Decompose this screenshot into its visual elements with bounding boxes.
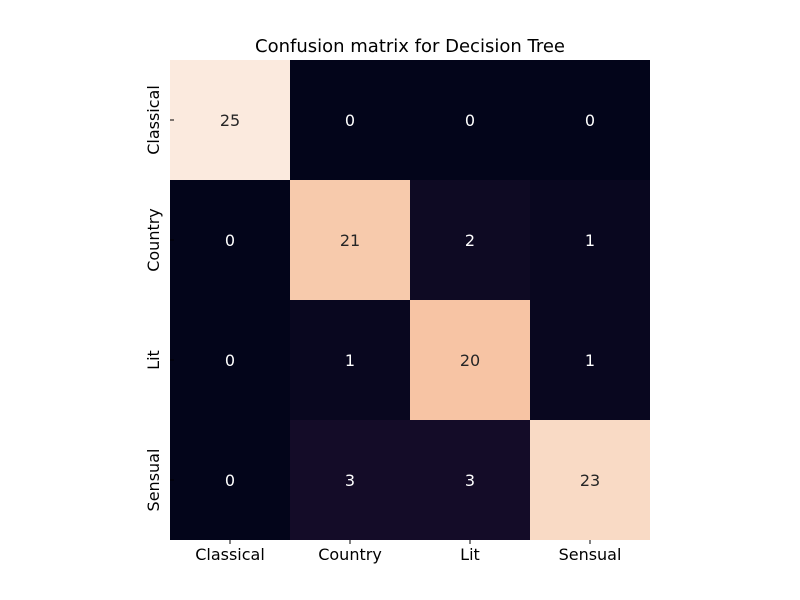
heatmap-cell [290,180,410,300]
heatmap-cell [530,420,650,540]
y-tick-label: Country [144,208,163,272]
chart-title: Confusion matrix for Decision Tree [255,36,565,57]
heatmap-cell [170,300,290,420]
cell-value-label: 0 [585,111,595,130]
cell-value-label: 1 [585,351,595,370]
heatmap-cell [170,420,290,540]
cell-value-label: 25 [220,111,240,130]
cell-value-label: 0 [225,351,235,370]
y-tick-label: Lit [144,350,163,370]
heatmap-cell [530,180,650,300]
heatmap-cell [290,420,410,540]
y-axis: Classical Country Lit Sensual [144,85,174,511]
heatmap-cell [410,180,530,300]
cell-value-label: 21 [340,231,360,250]
heatmap-cell [410,420,530,540]
heatmap-cell [170,180,290,300]
heatmap-cell [170,60,290,180]
cell-value-label: 2 [465,231,475,250]
heatmap-cell [290,60,410,180]
x-tick-label: Sensual [559,545,622,564]
heatmap-grid: 25 0 0 00 21 2 10 1 20 10 3 3 23 [170,60,650,540]
cell-value-label: 3 [465,471,475,490]
x-tick-label: Lit [460,545,480,564]
cell-value-label: 3 [345,471,355,490]
heatmap-cell [410,300,530,420]
cell-value-label: 0 [225,231,235,250]
x-tick-label: Classical [195,545,265,564]
cell-value-label: 23 [580,471,600,490]
cell-value-label: 1 [345,351,355,370]
y-tick-label: Sensual [144,449,163,512]
heatmap-cell [530,60,650,180]
heatmap-cell [290,300,410,420]
cell-value-label: 20 [460,351,480,370]
cell-value-label: 0 [345,111,355,130]
x-axis: Classical Country Lit Sensual [195,540,621,564]
x-tick-label: Country [318,545,382,564]
heatmap-cell [410,60,530,180]
cell-value-label: 0 [225,471,235,490]
y-tick-label: Classical [144,85,163,155]
cell-value-label: 1 [585,231,595,250]
heatmap-cell [530,300,650,420]
cell-value-label: 0 [465,111,475,130]
